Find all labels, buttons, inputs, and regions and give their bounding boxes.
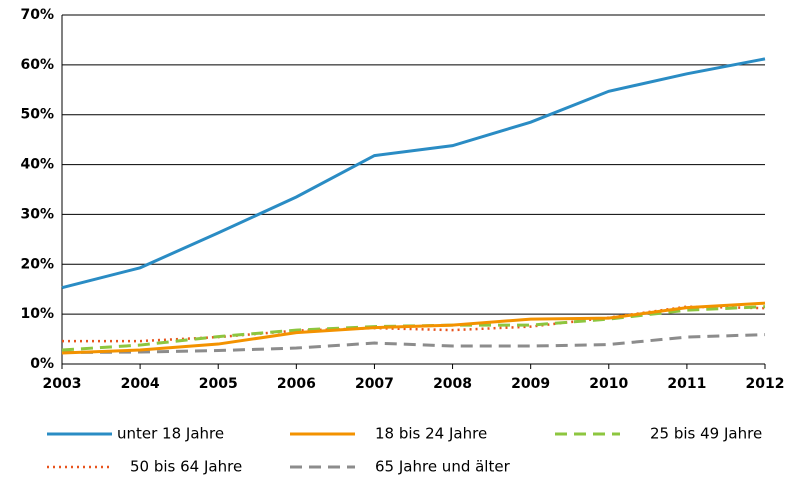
x-tick-label: 2011 (667, 376, 706, 392)
y-tick-label: 20% (20, 256, 54, 272)
y-tick-label: 40% (20, 157, 54, 173)
x-tick-label: 2004 (121, 376, 160, 392)
y-tick-label: 50% (20, 107, 54, 123)
legend-label: 18 bis 24 Jahre (375, 425, 487, 443)
legend-label: 65 Jahre und älter (375, 458, 511, 476)
legend-label: 50 bis 64 Jahre (130, 458, 242, 476)
x-tick-label: 2009 (511, 376, 550, 392)
legend-label: unter 18 Jahre (117, 425, 224, 443)
series-line (61, 301, 766, 355)
series-line (61, 333, 766, 355)
legend-label: 25 bis 49 Jahre (650, 425, 762, 443)
x-tick-label: 2008 (433, 376, 472, 392)
y-tick-label: 10% (20, 306, 54, 322)
y-tick-label: 60% (20, 57, 54, 73)
y-tick-label: 30% (20, 206, 54, 222)
y-tick-label: 70% (20, 7, 54, 23)
x-tick-label: 2005 (199, 376, 238, 392)
x-tick-label: 2003 (43, 376, 82, 392)
x-tick-label: 2006 (277, 376, 316, 392)
x-tick-label: 2010 (589, 376, 628, 392)
x-tick-label: 2007 (355, 376, 394, 392)
y-tick-label: 0% (30, 356, 54, 372)
x-tick-label: 2012 (746, 376, 785, 392)
series-line (61, 57, 766, 290)
